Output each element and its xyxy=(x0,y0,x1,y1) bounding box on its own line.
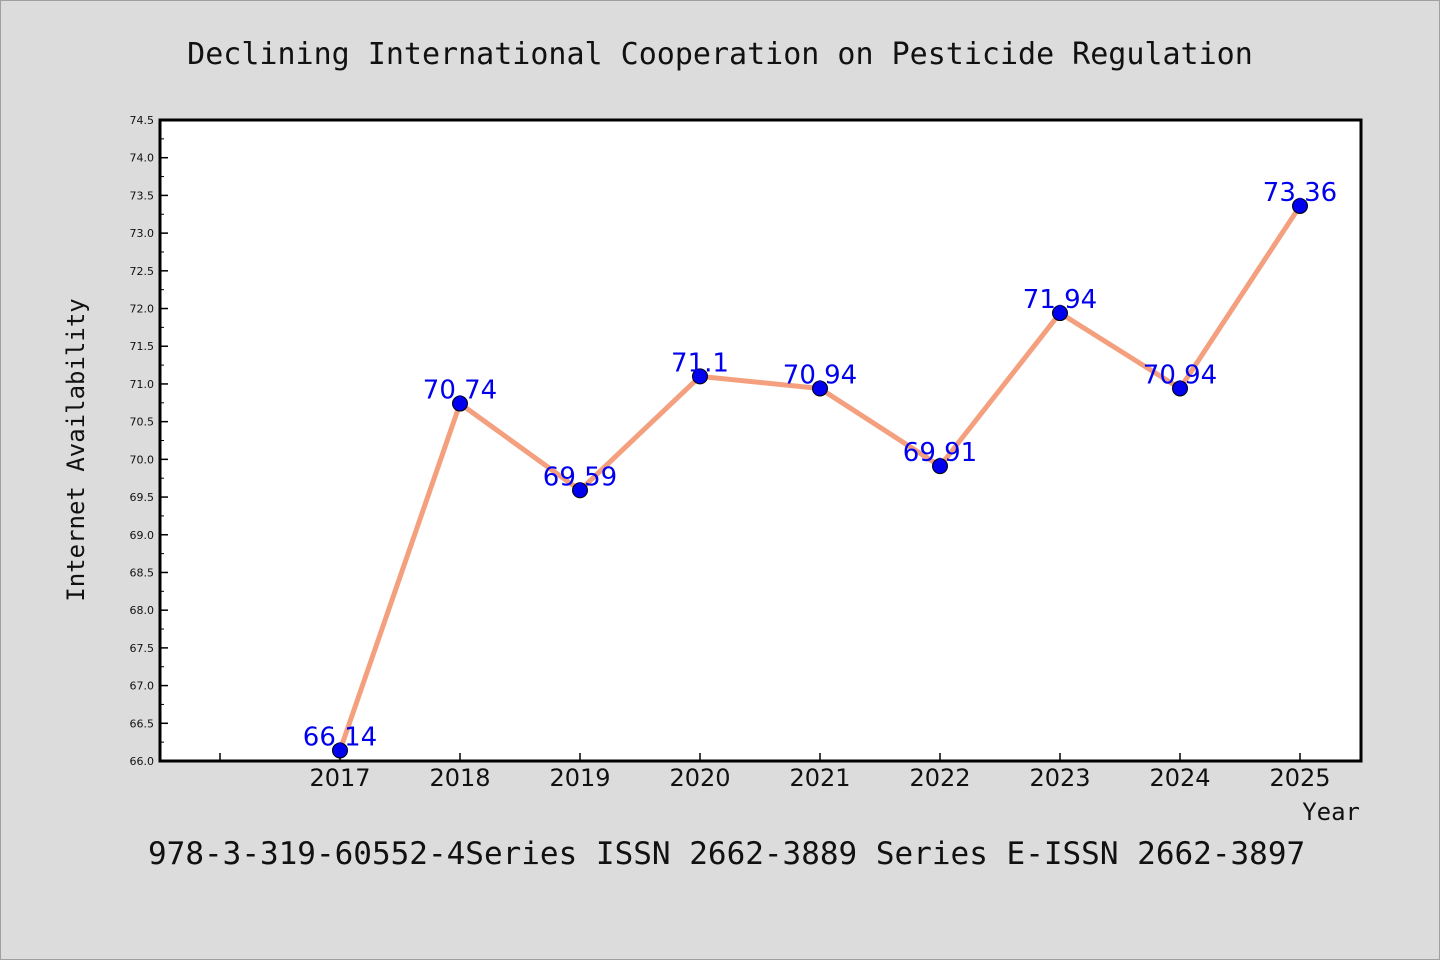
x-tick-label: 2019 xyxy=(549,764,610,792)
chart-title: Declining International Cooperation on P… xyxy=(187,37,1253,72)
y-tick-label: 69.5 xyxy=(130,491,155,504)
data-label: 71.1 xyxy=(671,348,729,378)
data-label: 70.74 xyxy=(423,376,497,406)
y-tick-label: 72.0 xyxy=(130,303,155,316)
x-tick-label: 2022 xyxy=(909,764,970,792)
data-point xyxy=(932,458,948,475)
y-tick-label: 72.5 xyxy=(130,265,155,278)
data-point xyxy=(1052,305,1068,322)
footer-isbn-text: 978-3-319-60552-4Series ISSN 2662-3889 S… xyxy=(148,836,1305,872)
x-tick-label: 2017 xyxy=(309,764,370,792)
series-line-group: 66.14 70.74 69.59 71.1 70.94 69.91 71.94 70.94 7… xyxy=(303,178,1337,759)
data-point xyxy=(1172,380,1188,397)
y-tick-label: 67.0 xyxy=(130,680,155,693)
y-tick-label: 71.0 xyxy=(130,378,155,391)
x-tick-label: 2018 xyxy=(429,764,490,792)
data-point xyxy=(1292,197,1308,214)
y-tick-label: 68.0 xyxy=(130,604,155,617)
plot-border xyxy=(158,118,1363,763)
y-tick-label: 69.0 xyxy=(130,529,155,542)
y-tick-label: 66.5 xyxy=(130,717,155,730)
y-tick-label: 70.0 xyxy=(130,453,155,466)
y-tick-label: 73.5 xyxy=(130,189,155,202)
data-label: 69.91 xyxy=(903,438,977,468)
y-tick-label: 74.5 xyxy=(130,114,155,127)
y-tick-label: 74.0 xyxy=(130,152,155,165)
y-tick-label: 71.5 xyxy=(130,340,155,353)
x-tick-label: 2020 xyxy=(669,764,730,792)
data-label: 70.94 xyxy=(1143,360,1217,390)
plot-area xyxy=(160,120,1361,761)
x-tick-label: 2025 xyxy=(1269,764,1330,792)
data-point xyxy=(332,742,348,759)
data-label: 69.59 xyxy=(543,462,617,492)
data-label: 70.94 xyxy=(783,360,857,390)
data-point xyxy=(692,368,708,385)
x-axis-ticks: 2017 2018 2019 2020 2021 2022 2023 2024 2025 xyxy=(219,753,1331,792)
y-axis-label: Internet Availability xyxy=(62,298,90,601)
y-tick-label: 67.5 xyxy=(130,642,155,655)
y-tick-label: 68.5 xyxy=(130,566,155,579)
data-label: 71.94 xyxy=(1023,285,1097,315)
x-tick-label: 2024 xyxy=(1149,764,1210,792)
y-tick-label: 70.5 xyxy=(130,416,155,429)
x-tick-label: 2021 xyxy=(789,764,850,792)
data-point xyxy=(572,482,588,499)
data-label: 66.14 xyxy=(303,722,377,752)
data-label: 73.36 xyxy=(1263,178,1337,208)
data-point xyxy=(812,380,828,397)
x-axis-label: Year xyxy=(1302,798,1360,826)
x-tick-label: 2023 xyxy=(1029,764,1090,792)
y-tick-label: 66.0 xyxy=(130,755,155,768)
data-point xyxy=(452,395,468,412)
y-tick-label: 73.0 xyxy=(130,227,155,240)
